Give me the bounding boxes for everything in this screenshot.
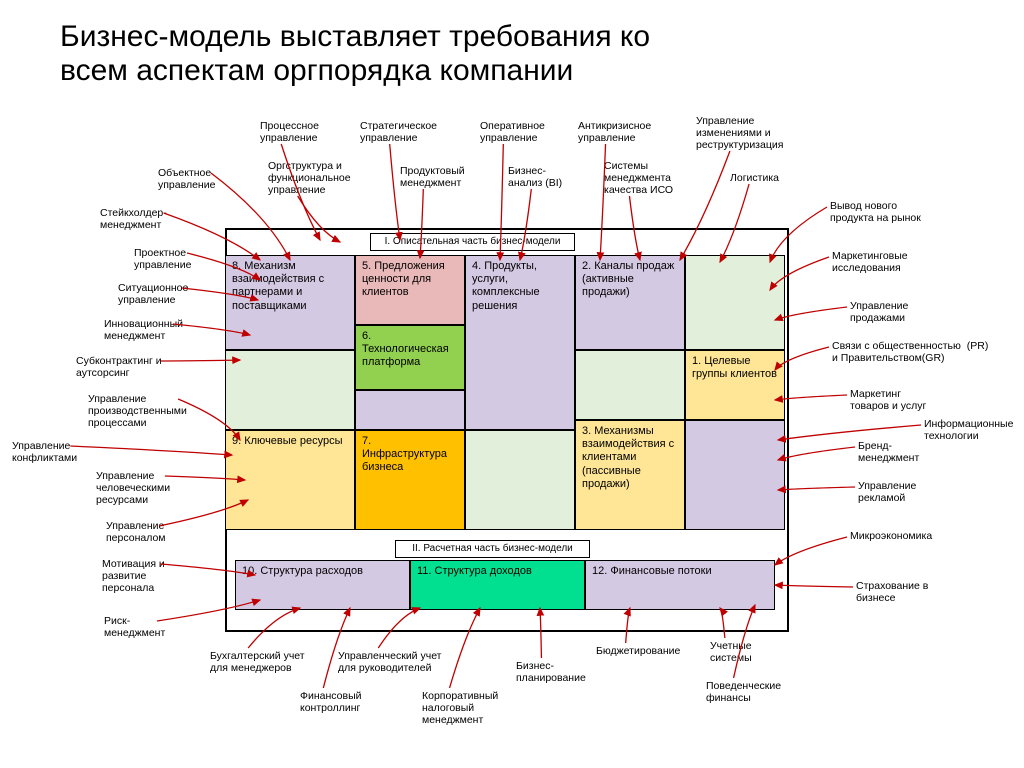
label-l_hr: Управление человеческими ресурсами [96, 470, 170, 506]
label-bm_mgr: Управленческий учет для руководителей [338, 650, 442, 674]
label-t_iso: Системы менеджмента качества ИСО [604, 160, 673, 196]
label-l_stake: Стейкхолдер- менеджмент [100, 207, 167, 231]
label-r_it: Информационные технологии [924, 418, 1013, 442]
label-t_anti: Антикризисное управление [578, 120, 651, 144]
block-empty [685, 255, 785, 350]
label-r_adv: Управление рекламой [858, 480, 916, 504]
label-bm_plan: Бизнес- планирование [516, 660, 586, 684]
label-l_proj: Проектное управление [134, 247, 191, 271]
section-s1: I. Описательная часть бизнес-модели [370, 233, 575, 251]
block-b5: 5. Предложения ценности для клиентов [355, 255, 465, 325]
block-b2: 2. Каналы продаж (активные продажи) [575, 255, 685, 350]
label-t_org: Оргструктура и функциональное управление [268, 160, 351, 196]
label-l_sub: Субконтрактинг и аутсорсинг [76, 355, 162, 379]
label-r_ins: Страхование в бизнесе [856, 580, 928, 604]
label-t_chg: Управление изменениями и реструктуризаци… [696, 115, 783, 151]
label-bm_acc: Бухгалтерский учет для менеджеров [210, 650, 305, 674]
label-l_conf: Управление конфликтами [12, 440, 77, 464]
label-r_mkt: Маркетинговые исследования [832, 250, 908, 274]
label-l_obj: Объектное управление [158, 167, 215, 191]
label-bm_bud: Бюджетирование [596, 645, 680, 657]
slide-title: Бизнес-модель выставляет требования ко в… [60, 20, 650, 88]
label-bm_acs: Учетные системы [710, 640, 752, 664]
label-t_oper: Оперативное управление [480, 120, 545, 144]
block-empty [685, 420, 785, 530]
label-l_risk: Риск- менеджмент [104, 615, 165, 639]
block-empty [465, 430, 575, 530]
label-r_pr: Связи с общественностью (PR) и Правитель… [832, 340, 988, 364]
label-t_bi: Бизнес- анализ (BI) [508, 165, 562, 189]
block-b8: 8. Механизм взаимодействия с партнерами … [225, 255, 355, 350]
label-bm_fin: Финансовый контроллинг [300, 690, 361, 714]
block-empty [225, 350, 355, 430]
block-b7: 7. Инфраструктура бизнеса [355, 430, 465, 530]
block-b1: 1. Целевые группы клиентов [685, 350, 785, 420]
label-l_mot: Мотивация и развитие персонала [102, 558, 165, 594]
block-empty [355, 390, 465, 430]
label-r_new: Вывод нового продукта на рынок [830, 200, 921, 224]
label-l_sit: Ситуационное управление [118, 282, 188, 306]
label-r_goods: Маркетинг товаров и услуг [850, 388, 926, 412]
section-s2: II. Расчетная часть бизнес-модели [395, 540, 590, 558]
block-b3: 3. Механизмы взаимодействия с клиентами … [575, 420, 685, 530]
block-b6: 6. Технологическая платформа [355, 325, 465, 390]
label-t_prodm: Продуктовый менеджмент [400, 165, 465, 189]
slide-root: Бизнес-модель выставляет требования ко в… [0, 0, 1024, 768]
label-bm_beh: Поведенческие финансы [706, 680, 781, 704]
label-r_sales: Управление продажами [850, 300, 908, 324]
block-b4: 4. Продукты, услуги, комплексные решения [465, 255, 575, 430]
label-l_prod: Управление производственными процессами [88, 393, 187, 429]
block-b12: 12. Финансовые потоки [585, 560, 775, 610]
label-t_log: Логистика [730, 172, 779, 184]
block-b9: 9. Ключевые ресурсы [225, 430, 355, 530]
label-t_strat: Стратегическое управление [360, 120, 437, 144]
label-l_pers: Управление персоналом [106, 520, 166, 544]
label-bm_tax: Корпоративный налоговый менеджмент [422, 690, 498, 726]
label-t_proc: Процессное управление [260, 120, 319, 144]
label-r_micro: Микроэкономика [850, 530, 932, 542]
block-empty [575, 350, 685, 420]
label-l_inn: Инновационный менеджмент [104, 318, 183, 342]
block-b11: 11. Структура доходов [410, 560, 585, 610]
block-b10: 10. Структура расходов [235, 560, 410, 610]
label-r_brand: Бренд- менеджмент [858, 440, 919, 464]
